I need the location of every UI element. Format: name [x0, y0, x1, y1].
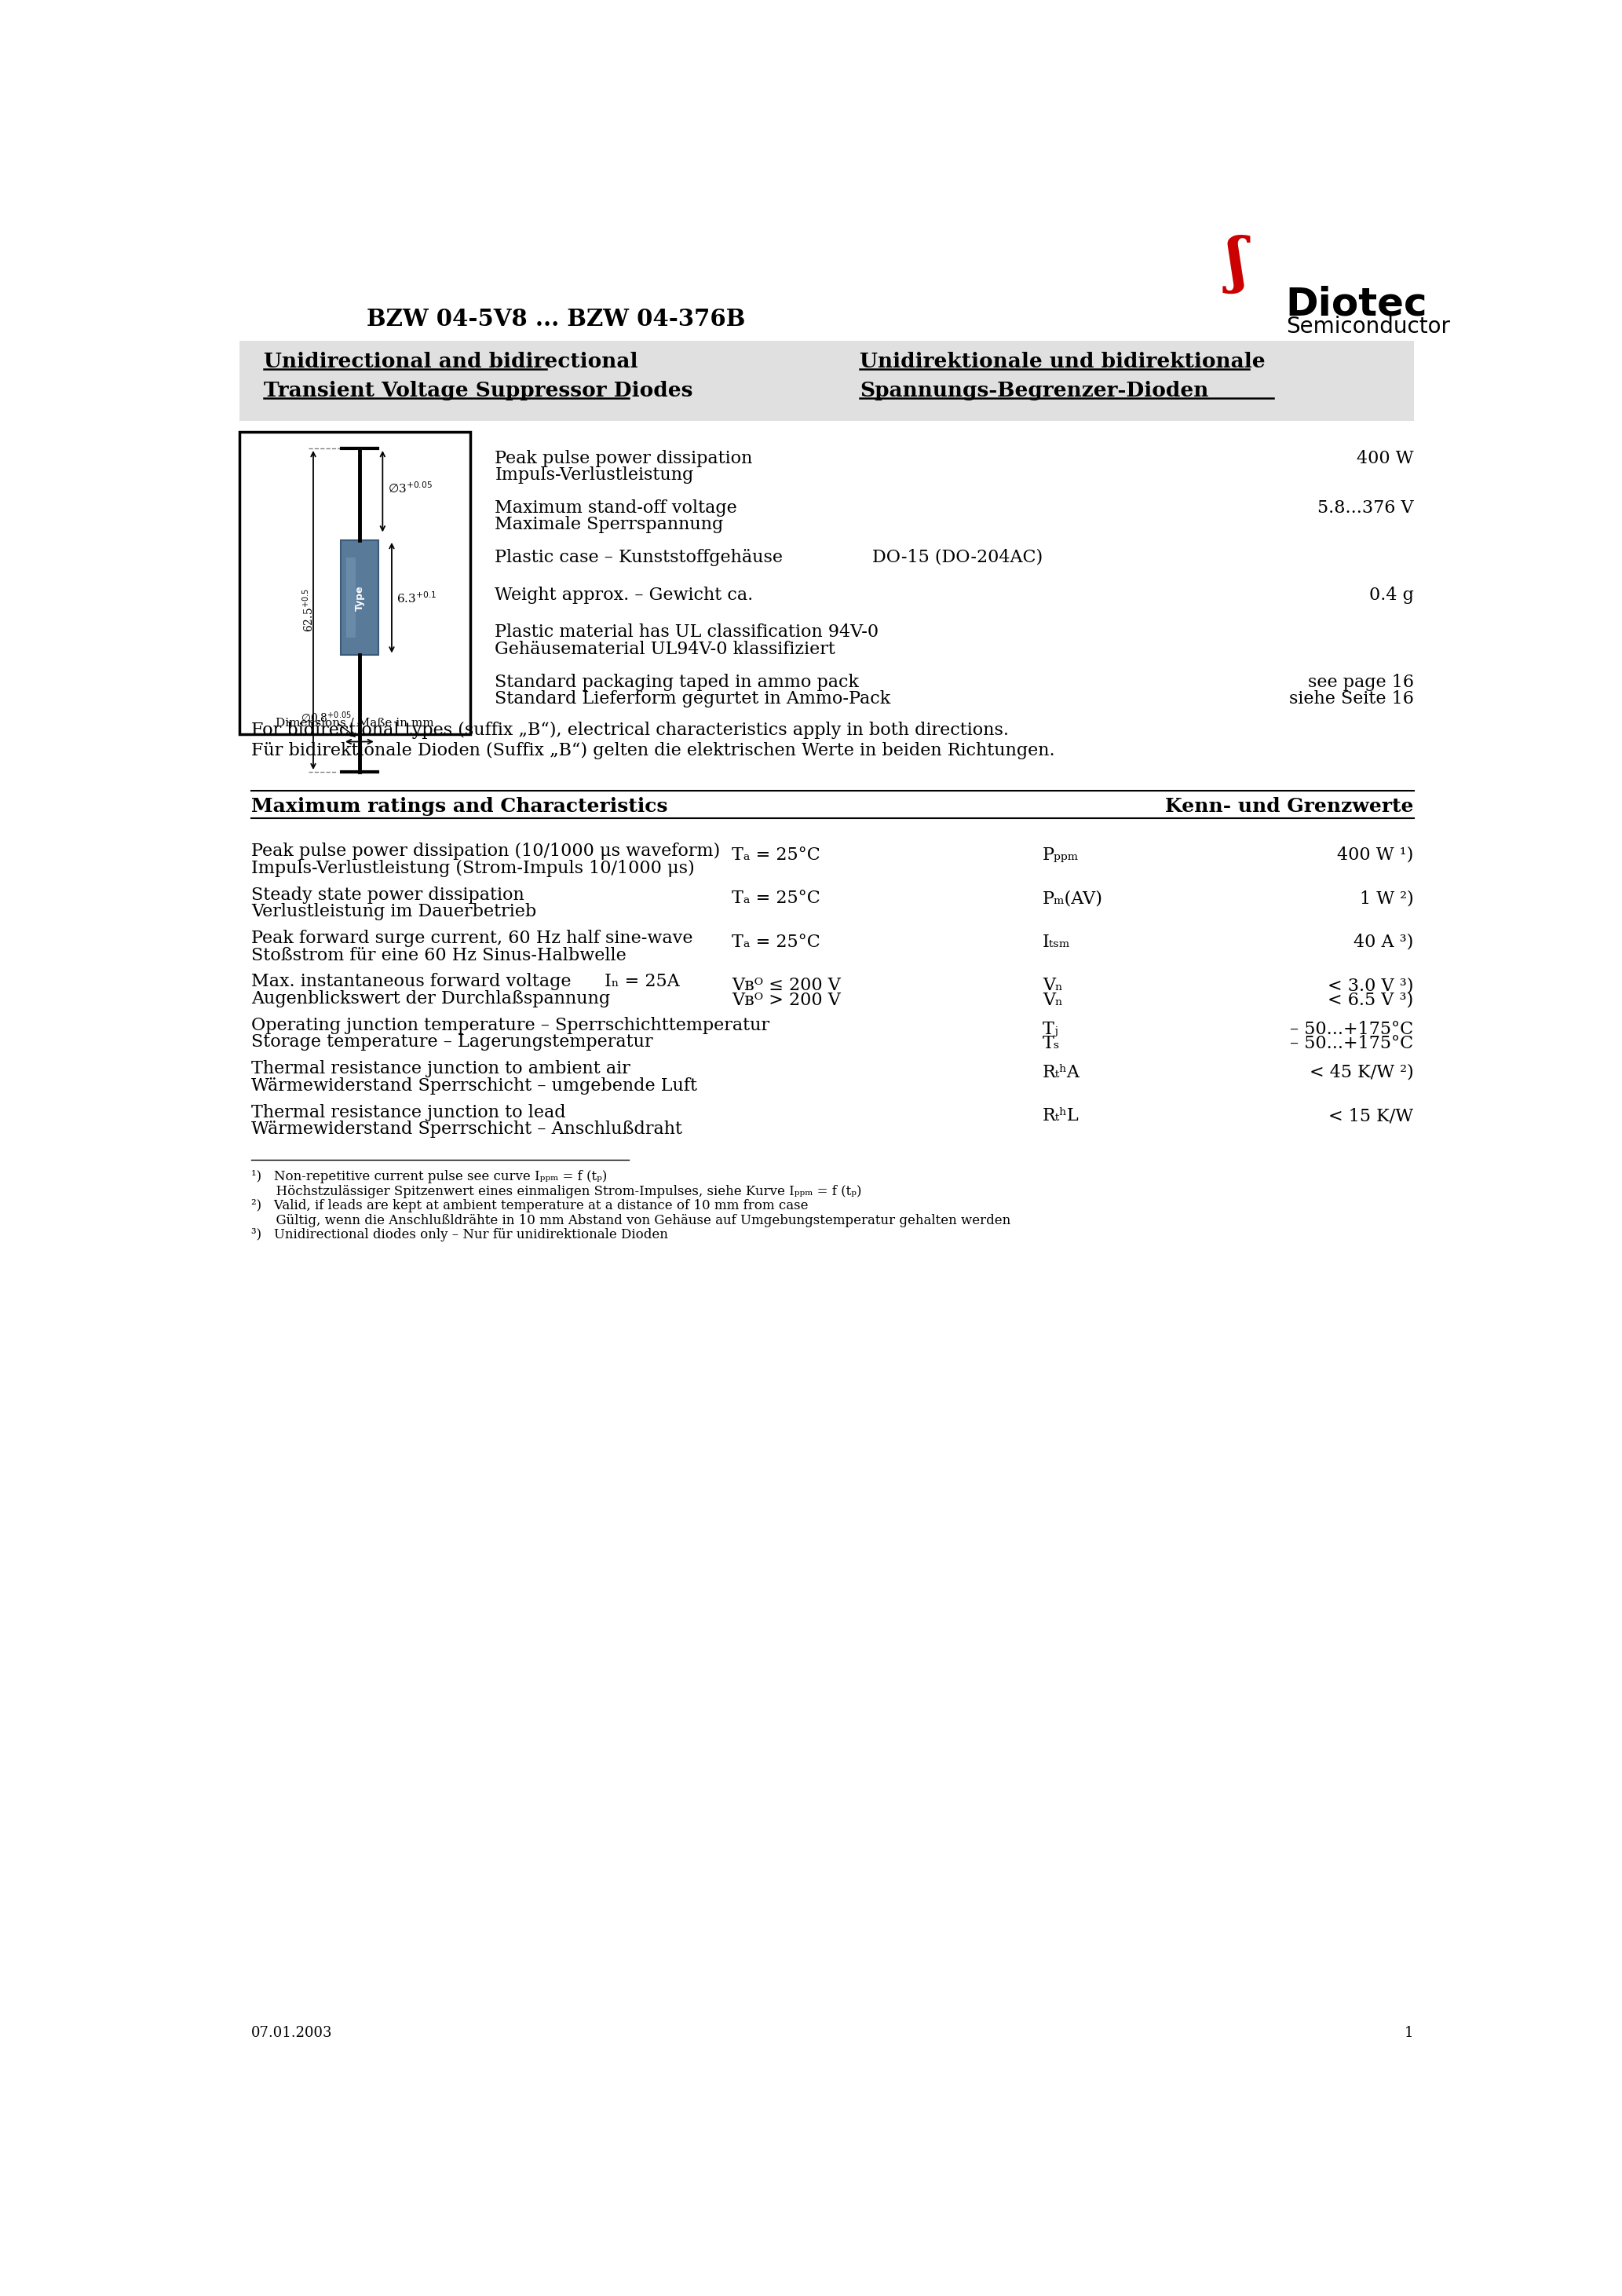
Bar [345, 558, 355, 638]
Text: Tₐ = 25°C: Tₐ = 25°C [732, 934, 821, 951]
Text: < 6.5 V ³): < 6.5 V ³) [1328, 992, 1413, 1008]
Text: Storage temperature – Lagerungstemperatur: Storage temperature – Lagerungstemperatu… [251, 1033, 654, 1052]
Text: Impuls-Verlustleistung (Strom-Impuls 10/1000 μs): Impuls-Verlustleistung (Strom-Impuls 10/… [251, 859, 694, 877]
Text: ³)   Unidirectional diodes only – Nur für unidirektionale Dioden: ³) Unidirectional diodes only – Nur für … [251, 1228, 668, 1242]
Text: ʃ: ʃ [1228, 234, 1247, 294]
Text: 07.01.2003: 07.01.2003 [251, 2025, 333, 2041]
Text: Pₚₚₘ: Pₚₚₘ [1043, 847, 1079, 863]
Text: $\varnothing$3$^{+0.05}$: $\varnothing$3$^{+0.05}$ [388, 480, 431, 496]
Text: Höchstzulässiger Spitzenwert eines einmaligen Strom-Impulses, siehe Kurve Iₚₚₘ =: Höchstzulässiger Spitzenwert eines einma… [251, 1185, 861, 1199]
Text: Tₐ = 25°C: Tₐ = 25°C [732, 847, 821, 863]
Text: Vₙ: Vₙ [1043, 976, 1062, 994]
Text: Thermal resistance junction to ambient air: Thermal resistance junction to ambient a… [251, 1061, 631, 1077]
Text: Standard packaging taped in ammo pack: Standard packaging taped in ammo pack [495, 673, 860, 691]
Text: Unidirectional and bidirectional: Unidirectional and bidirectional [264, 351, 637, 372]
Text: Peak forward surge current, 60 Hz half sine-wave: Peak forward surge current, 60 Hz half s… [251, 930, 693, 946]
Text: Vʙᴼ > 200 V: Vʙᴼ > 200 V [732, 992, 842, 1008]
Text: 400 W ¹): 400 W ¹) [1337, 847, 1413, 863]
Text: Thermal resistance junction to lead: Thermal resistance junction to lead [251, 1104, 566, 1120]
Text: Kenn- und Grenzwerte: Kenn- und Grenzwerte [1165, 797, 1413, 815]
Text: Vₙ: Vₙ [1043, 992, 1062, 1008]
Text: Vʙᴼ ≤ 200 V: Vʙᴼ ≤ 200 V [732, 976, 842, 994]
Text: Tₛ: Tₛ [1043, 1035, 1059, 1052]
Text: Pₘ(AV): Pₘ(AV) [1043, 891, 1103, 907]
Text: < 45 K/W ²): < 45 K/W ²) [1309, 1063, 1413, 1081]
Text: 62.5$^{+0.5}$: 62.5$^{+0.5}$ [302, 588, 316, 631]
Text: 400 W: 400 W [1356, 450, 1413, 466]
Text: Stoßstrom für eine 60 Hz Sinus-Halbwelle: Stoßstrom für eine 60 Hz Sinus-Halbwelle [251, 946, 626, 964]
Text: ²)   Valid, if leads are kept at ambient temperature at a distance of 10 mm from: ²) Valid, if leads are kept at ambient t… [251, 1199, 808, 1212]
Text: Steady state power dissipation: Steady state power dissipation [251, 886, 524, 902]
Text: 5.8...376 V: 5.8...376 V [1317, 498, 1413, 517]
Text: Tₐ = 25°C: Tₐ = 25°C [732, 891, 821, 907]
Text: DO-15 (DO-204AC): DO-15 (DO-204AC) [873, 549, 1043, 567]
Text: Wärmewiderstand Sperrschicht – umgebende Luft: Wärmewiderstand Sperrschicht – umgebende… [251, 1077, 697, 1095]
Text: Für bidirektionale Dioden (Suffix „B“) gelten die elektrischen Werte in beiden R: Für bidirektionale Dioden (Suffix „B“) g… [251, 742, 1054, 760]
Text: For bidirectional types (suffix „B“), electrical characteristics apply in both d: For bidirectional types (suffix „B“), el… [251, 721, 1009, 739]
Text: RₜʰL: RₜʰL [1043, 1107, 1079, 1125]
Text: Semiconductor: Semiconductor [1286, 317, 1450, 338]
Text: Plastic case – Kunststoffgehäuse: Plastic case – Kunststoffgehäuse [495, 549, 783, 567]
Text: Verlustleistung im Dauerbetrieb: Verlustleistung im Dauerbetrieb [251, 902, 537, 921]
Text: 0.4 g: 0.4 g [1369, 585, 1413, 604]
Text: Iₙ = 25A: Iₙ = 25A [605, 974, 680, 990]
Text: Max. instantaneous forward voltage: Max. instantaneous forward voltage [251, 974, 571, 990]
Text: Operating junction temperature – Sperrschichttemperatur: Operating junction temperature – Sperrsc… [251, 1017, 770, 1033]
Bar [240, 340, 1413, 420]
Text: RₜʰA: RₜʰA [1043, 1063, 1080, 1081]
Text: Iₜₛₘ: Iₜₛₘ [1043, 934, 1071, 951]
Text: siehe Seite 16: siehe Seite 16 [1289, 691, 1413, 707]
Text: Standard Lieferform gegurtet in Ammo-Pack: Standard Lieferform gegurtet in Ammo-Pac… [495, 691, 890, 707]
Text: Peak pulse power dissipation (10/1000 μs waveform): Peak pulse power dissipation (10/1000 μs… [251, 843, 720, 861]
Text: Peak pulse power dissipation: Peak pulse power dissipation [495, 450, 753, 466]
Text: ¹)   Non-repetitive current pulse see curve Iₚₚₘ = f (tₚ): ¹) Non-repetitive current pulse see curv… [251, 1171, 607, 1185]
Text: Maximum ratings and Characteristics: Maximum ratings and Characteristics [251, 797, 668, 815]
Text: Gehäusematerial UL94V-0 klassifiziert: Gehäusematerial UL94V-0 klassifiziert [495, 641, 835, 659]
Text: Plastic material has UL classification 94V-0: Plastic material has UL classification 9… [495, 625, 879, 641]
Text: see page 16: see page 16 [1307, 673, 1413, 691]
Text: < 15 K/W: < 15 K/W [1328, 1107, 1413, 1125]
Text: Unidirektionale und bidirektionale: Unidirektionale und bidirektionale [860, 351, 1265, 372]
Text: Dimensions / Maße in mm: Dimensions / Maße in mm [276, 716, 435, 728]
Text: 1 W ²): 1 W ²) [1359, 891, 1413, 907]
Bar [240, 432, 470, 735]
Text: Maximale Sperrspannung: Maximale Sperrspannung [495, 517, 723, 533]
Text: Transient Voltage Suppressor Diodes: Transient Voltage Suppressor Diodes [264, 381, 693, 400]
Text: Impuls-Verlustleistung: Impuls-Verlustleistung [495, 466, 694, 484]
Text: – 50...+175°C: – 50...+175°C [1289, 1035, 1413, 1052]
Text: $\varnothing$0.8$^{+0.05}$: $\varnothing$0.8$^{+0.05}$ [300, 709, 352, 726]
Text: 6.3$^{+0.1}$: 6.3$^{+0.1}$ [397, 590, 436, 606]
Text: – 50...+175°C: – 50...+175°C [1289, 1019, 1413, 1038]
Text: Augenblickswert der Durchlaßspannung: Augenblickswert der Durchlaßspannung [251, 990, 610, 1008]
Text: 1: 1 [1405, 2025, 1413, 2041]
Text: Weight approx. – Gewicht ca.: Weight approx. – Gewicht ca. [495, 585, 753, 604]
Text: 40 A ³): 40 A ³) [1354, 934, 1413, 951]
Text: Diotec: Diotec [1286, 285, 1427, 324]
Text: Spannungs-Begrenzer-Dioden: Spannungs-Begrenzer-Dioden [860, 381, 1208, 400]
Bar [341, 540, 378, 654]
Text: Maximum stand-off voltage: Maximum stand-off voltage [495, 498, 738, 517]
Text: Gültig, wenn die Anschlußldrähte in 10 mm Abstand von Gehäuse auf Umgebungstempe: Gültig, wenn die Anschlußldrähte in 10 m… [251, 1215, 1011, 1228]
Text: BZW 04-5V8 ... BZW 04-376B: BZW 04-5V8 ... BZW 04-376B [367, 308, 744, 331]
Text: Type: Type [354, 585, 365, 611]
Text: < 3.0 V ³): < 3.0 V ³) [1327, 976, 1413, 994]
Text: Tⱼ: Tⱼ [1043, 1019, 1059, 1038]
Text: Wärmewiderstand Sperrschicht – Anschlußdraht: Wärmewiderstand Sperrschicht – Anschlußd… [251, 1120, 683, 1139]
